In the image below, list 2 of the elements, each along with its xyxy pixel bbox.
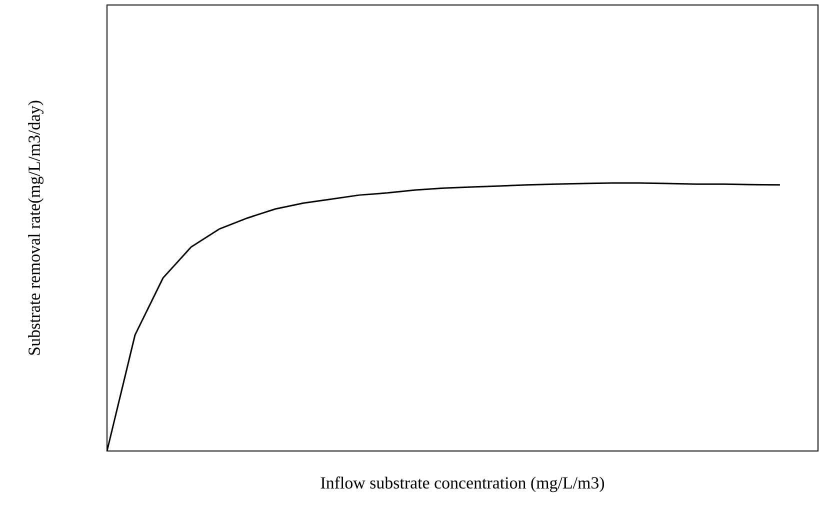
y-axis-title: Substrate removal rate(mg/L/m3/day) [28,100,44,355]
x-axis-title: Inflow substrate concentration (mg/L/m3) [320,476,604,492]
